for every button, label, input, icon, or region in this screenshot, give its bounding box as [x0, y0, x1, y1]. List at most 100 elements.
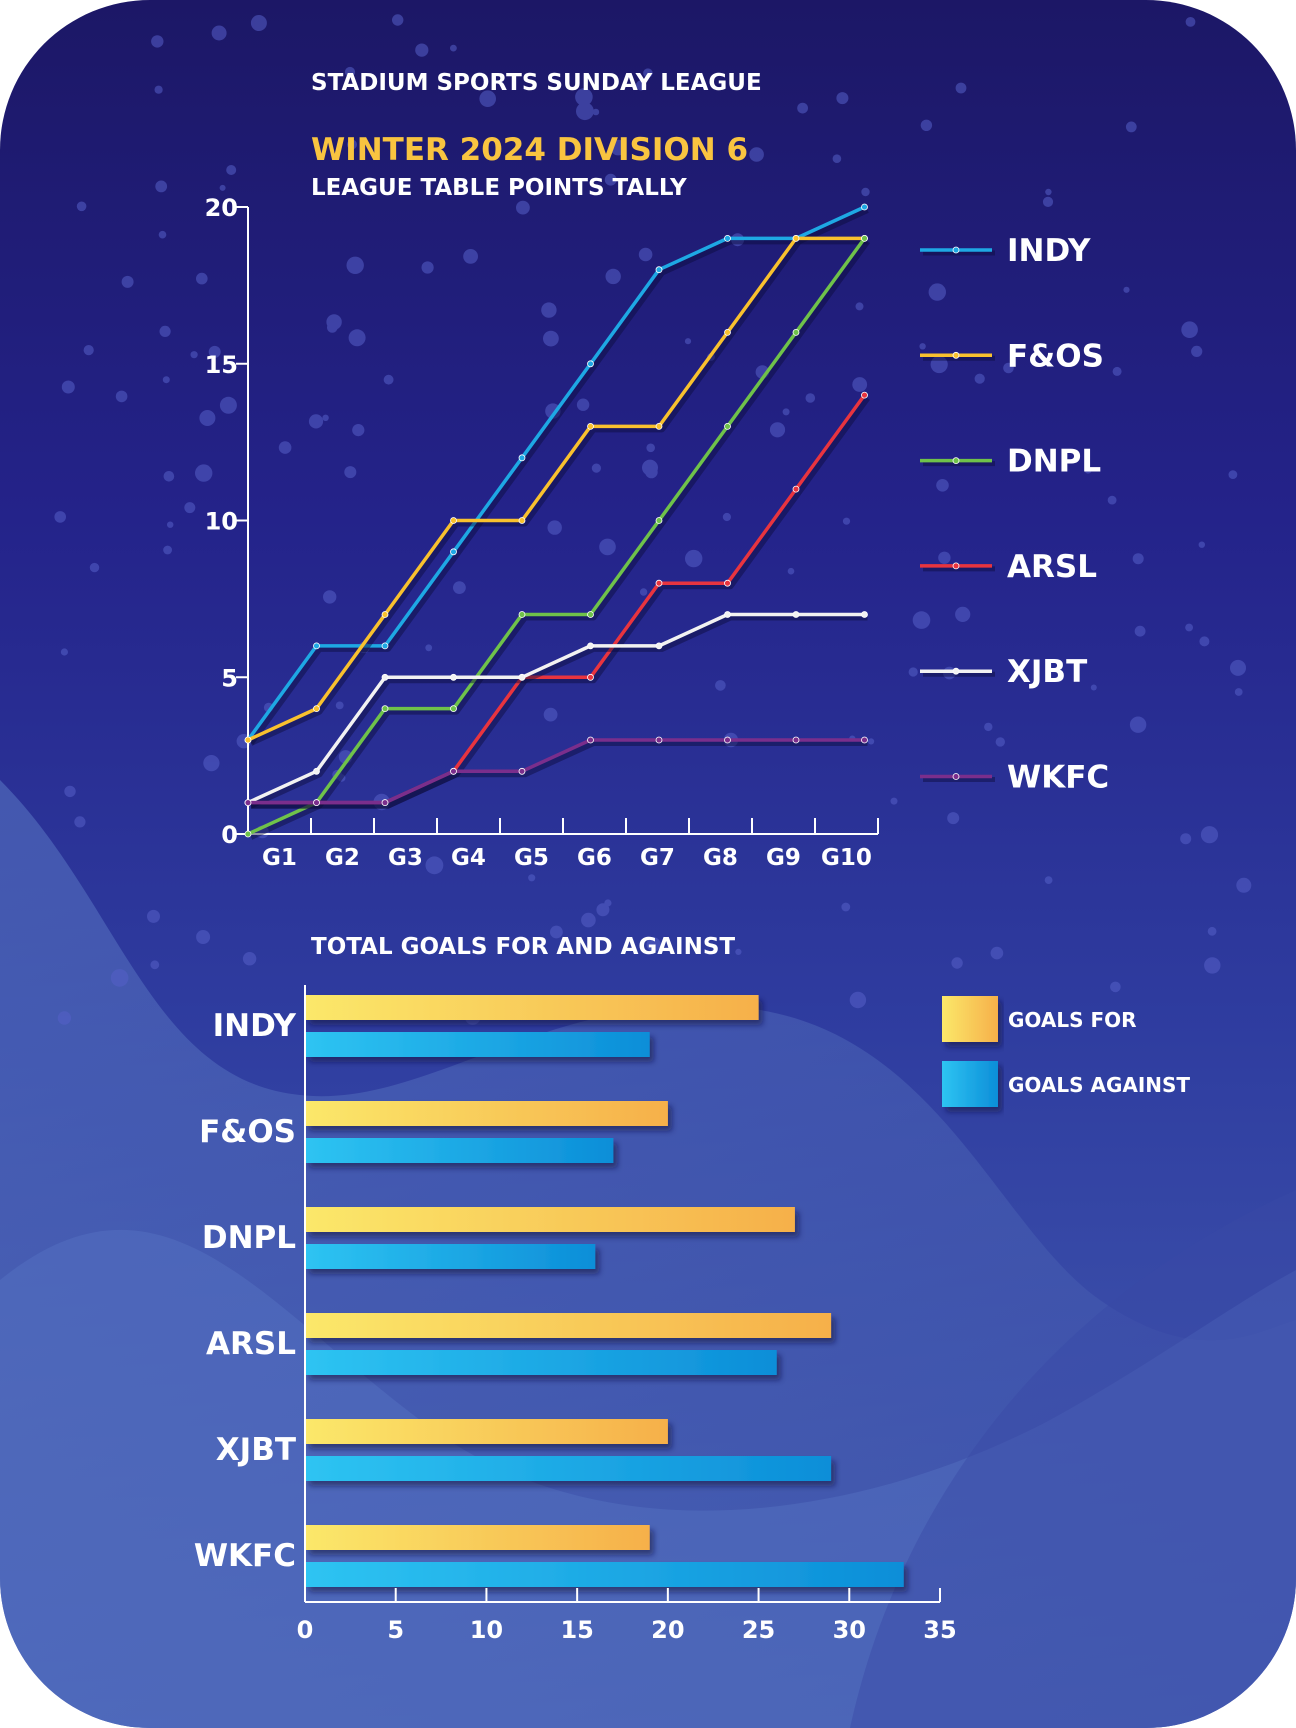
background-dot [849, 991, 867, 1009]
legend-item-indy: INDY [920, 233, 1091, 269]
background-dot [121, 275, 134, 288]
background-dot [335, 701, 344, 710]
background-dot [57, 1011, 72, 1025]
background-dot [516, 200, 530, 215]
points-chart-title: LEAGUE TABLE POINTS TALLY [311, 175, 687, 201]
y-tick-label: 0 [221, 821, 238, 849]
data-point [587, 673, 594, 681]
legend-item-dnpl: DNPL [920, 444, 1101, 480]
legend-label: F&OS [1007, 338, 1104, 374]
legend-item-goals-against: GOALS AGAINST [942, 1061, 1190, 1107]
background-dot [278, 441, 292, 454]
background-dot [955, 82, 967, 94]
data-point [381, 799, 389, 806]
data-point [724, 611, 731, 618]
background-dot [163, 471, 175, 482]
background-dot [344, 66, 356, 78]
background-dot [684, 338, 692, 345]
background-dot [852, 377, 868, 392]
data-point [313, 705, 320, 712]
background-dot [392, 14, 404, 26]
legend-label: ARSL [1007, 549, 1097, 585]
legend-label: XJBT [1007, 654, 1087, 690]
data-point [518, 517, 526, 524]
background-dot [190, 351, 198, 359]
bar-goals-for-indy [305, 995, 759, 1020]
data-point [450, 673, 457, 681]
background-dot [596, 903, 610, 917]
background-dot [1045, 188, 1052, 196]
goals-chart-legend: GOALS FOR GOALS AGAINST [942, 996, 1190, 1107]
background-dot [581, 912, 596, 928]
x-tick-label: G2 [325, 845, 360, 871]
x-tick-label: 35 [923, 1616, 956, 1644]
background-dot [155, 180, 168, 193]
background-dot [575, 88, 593, 106]
background-dot [1090, 684, 1097, 691]
series-line [247, 236, 865, 742]
bar-goals-for-dnpl [305, 1207, 795, 1232]
background-dot [110, 969, 129, 987]
background-dot [576, 398, 590, 411]
background-dot [1199, 636, 1210, 647]
data-point [587, 736, 594, 744]
background-dot [60, 648, 68, 656]
background-dot [479, 90, 497, 107]
background-dot [547, 520, 562, 535]
background-dot [64, 785, 76, 798]
background-dot [604, 899, 612, 907]
background-dot [1042, 196, 1054, 207]
background-dot [1125, 121, 1137, 133]
background-dot [1132, 553, 1144, 565]
background-dot [528, 874, 536, 882]
background-dot [453, 581, 466, 594]
data-point [450, 767, 457, 775]
background-dot [955, 606, 971, 623]
background-dot [89, 562, 100, 573]
series-shadow [251, 396, 870, 809]
legend-item-arsl: ARSL [920, 549, 1097, 585]
x-tick-label: 25 [742, 1616, 775, 1644]
background-dot [912, 611, 931, 629]
background-dot [196, 272, 208, 285]
legend-marker [952, 562, 960, 570]
legend-label: GOALS FOR [1008, 1008, 1137, 1032]
background-dot [638, 247, 653, 262]
background-dot [425, 644, 433, 652]
background-dot [1200, 826, 1219, 844]
background-dot [787, 567, 795, 575]
data-point [724, 422, 731, 430]
y-tick-label: 20 [205, 194, 238, 222]
data-point [655, 266, 663, 274]
series-line [248, 738, 865, 805]
background-dot [211, 25, 227, 41]
data-point [587, 422, 594, 430]
season-title: WINTER 2024 DIVISION 6 [311, 132, 748, 168]
background-dot [749, 147, 764, 162]
bar-goals-for-arsl [305, 1313, 832, 1338]
background-dot [1129, 716, 1147, 733]
data-point [587, 642, 594, 650]
background-dot [1236, 877, 1252, 893]
bar-goals-for-xjbt [305, 1419, 668, 1444]
background-dot [147, 909, 160, 923]
y-tick-label: 15 [205, 351, 238, 379]
background-dot [832, 154, 842, 163]
background-dot [550, 925, 563, 939]
data-point [792, 485, 800, 493]
background-dot [1180, 833, 1192, 845]
data-point [518, 611, 526, 618]
background-dot [115, 390, 128, 403]
data-point [313, 799, 320, 806]
background-dot [543, 707, 558, 722]
legend-marker [952, 351, 960, 359]
background-dot [639, 588, 648, 596]
data-point [244, 736, 252, 744]
background-dot [203, 755, 220, 772]
background-dot [352, 424, 365, 437]
data-point [313, 642, 320, 650]
background-dot [541, 302, 557, 318]
data-point [861, 234, 868, 242]
